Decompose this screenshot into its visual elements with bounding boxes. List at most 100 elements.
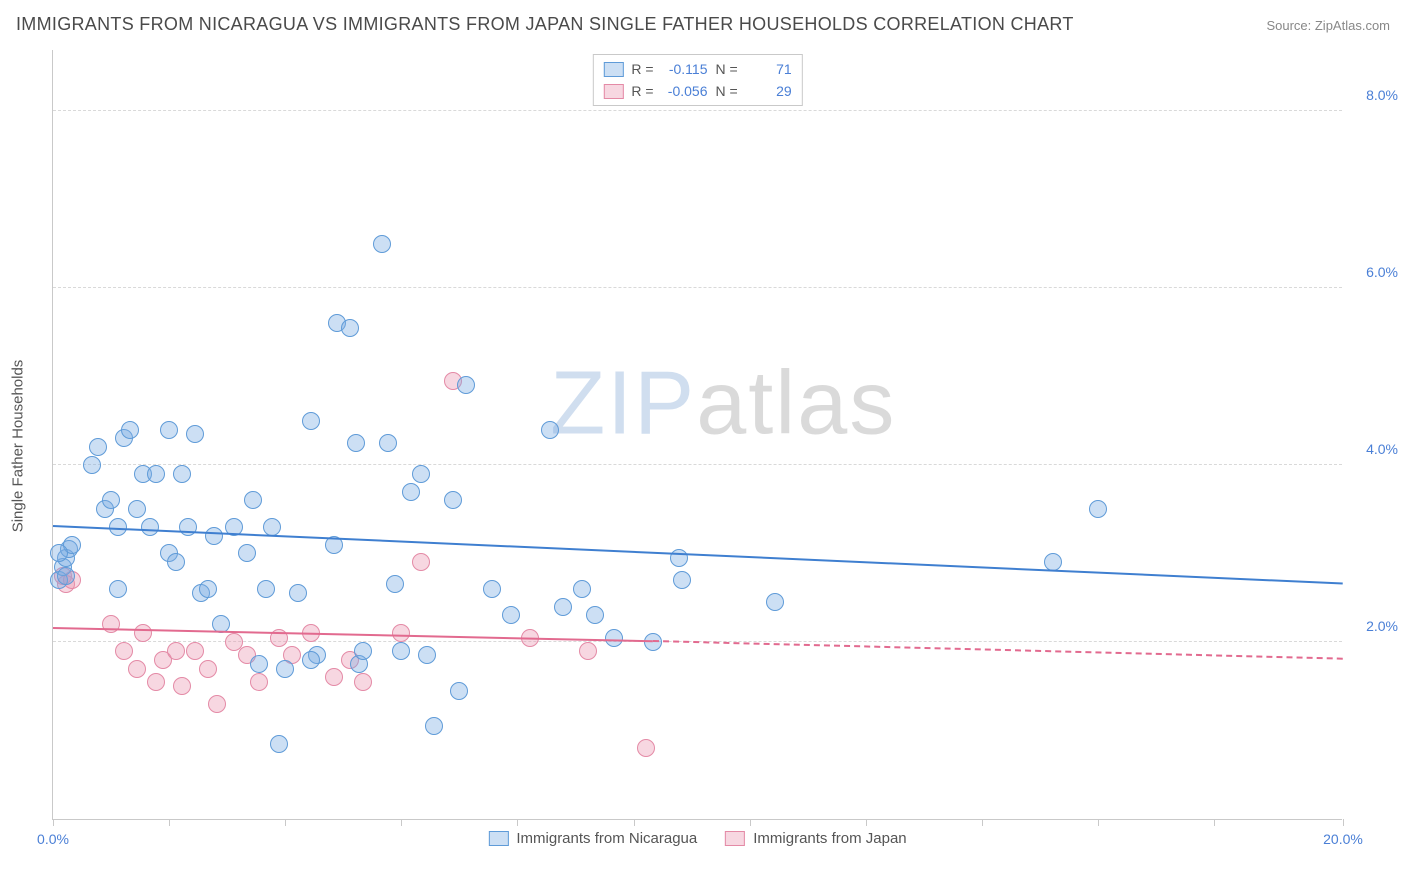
n-label-a: N =	[716, 58, 738, 80]
point-japan	[134, 624, 152, 642]
point-nicaragua	[257, 580, 275, 598]
point-nicaragua	[766, 593, 784, 611]
point-japan	[186, 642, 204, 660]
legend-swatch-b	[603, 84, 623, 99]
point-japan	[354, 673, 372, 691]
point-nicaragua	[573, 580, 591, 598]
x-tick	[285, 819, 286, 826]
r-label-a: R =	[631, 58, 653, 80]
point-japan	[208, 695, 226, 713]
point-japan	[128, 660, 146, 678]
x-tick	[866, 819, 867, 826]
point-nicaragua	[605, 629, 623, 647]
x-tick-label-right: 20.0%	[1323, 831, 1363, 847]
point-nicaragua	[128, 500, 146, 518]
y-tick-label: 2.0%	[1348, 618, 1398, 634]
n-value-a: 71	[746, 58, 792, 80]
point-nicaragua	[89, 438, 107, 456]
point-nicaragua	[141, 518, 159, 536]
point-nicaragua	[250, 655, 268, 673]
x-tick	[1214, 819, 1215, 826]
r-value-a: -0.115	[662, 58, 708, 80]
point-nicaragua	[554, 598, 572, 616]
point-japan	[115, 642, 133, 660]
point-japan	[392, 624, 410, 642]
point-nicaragua	[502, 606, 520, 624]
point-nicaragua	[347, 434, 365, 452]
point-nicaragua	[673, 571, 691, 589]
point-nicaragua	[450, 682, 468, 700]
x-tick-label-left: 0.0%	[37, 831, 69, 847]
point-nicaragua	[302, 412, 320, 430]
x-tick	[401, 819, 402, 826]
point-nicaragua	[270, 735, 288, 753]
point-nicaragua	[302, 651, 320, 669]
legend-item-b: Immigrants from Japan	[725, 830, 906, 847]
watermark: ZIPatlas	[550, 352, 896, 455]
point-nicaragua	[457, 376, 475, 394]
title-bar: IMMIGRANTS FROM NICARAGUA VS IMMIGRANTS …	[16, 14, 1390, 35]
point-japan	[579, 642, 597, 660]
r-value-b: -0.056	[662, 80, 708, 102]
legend-label-a: Immigrants from Nicaragua	[516, 830, 697, 847]
point-nicaragua	[167, 553, 185, 571]
point-nicaragua	[402, 483, 420, 501]
point-nicaragua	[418, 646, 436, 664]
point-nicaragua	[263, 518, 281, 536]
gridline	[53, 287, 1342, 288]
point-nicaragua	[586, 606, 604, 624]
point-nicaragua	[147, 465, 165, 483]
point-nicaragua	[386, 575, 404, 593]
point-nicaragua	[483, 580, 501, 598]
x-tick	[1343, 819, 1344, 826]
point-japan	[637, 739, 655, 757]
point-nicaragua	[341, 319, 359, 337]
correlation-legend: R = -0.115 N = 71 R = -0.056 N = 29	[592, 54, 802, 106]
point-nicaragua	[289, 584, 307, 602]
point-nicaragua	[121, 421, 139, 439]
point-nicaragua	[425, 717, 443, 735]
point-nicaragua	[186, 425, 204, 443]
point-nicaragua	[670, 549, 688, 567]
x-tick	[750, 819, 751, 826]
legend-row-b: R = -0.056 N = 29	[603, 80, 791, 102]
point-japan	[167, 642, 185, 660]
point-nicaragua	[392, 642, 410, 660]
legend-swatch-b2	[725, 831, 745, 846]
point-nicaragua	[160, 421, 178, 439]
point-nicaragua	[244, 491, 262, 509]
point-japan	[325, 668, 343, 686]
chart-title: IMMIGRANTS FROM NICARAGUA VS IMMIGRANTS …	[16, 14, 1074, 35]
y-axis-title: Single Father Households	[10, 360, 27, 533]
legend-row-a: R = -0.115 N = 71	[603, 58, 791, 80]
x-tick	[982, 819, 983, 826]
y-tick-label: 6.0%	[1348, 264, 1398, 280]
legend-label-b: Immigrants from Japan	[753, 830, 906, 847]
point-nicaragua	[199, 580, 217, 598]
point-japan	[250, 673, 268, 691]
point-nicaragua	[1089, 500, 1107, 518]
point-nicaragua	[50, 544, 68, 562]
point-japan	[147, 673, 165, 691]
source-label: Source: ZipAtlas.com	[1266, 18, 1390, 33]
n-value-b: 29	[746, 80, 792, 102]
point-nicaragua	[541, 421, 559, 439]
point-nicaragua	[276, 660, 294, 678]
gridline	[53, 464, 1342, 465]
x-tick	[634, 819, 635, 826]
point-nicaragua	[109, 580, 127, 598]
r-label-b: R =	[631, 80, 653, 102]
legend-swatch-a	[603, 62, 623, 77]
y-tick-label: 8.0%	[1348, 87, 1398, 103]
x-tick	[169, 819, 170, 826]
watermark-part2: atlas	[696, 353, 896, 453]
point-nicaragua	[57, 567, 75, 585]
point-nicaragua	[173, 465, 191, 483]
trend-line-japan-extrapolated	[653, 640, 1343, 660]
x-tick	[53, 819, 54, 826]
legend-item-a: Immigrants from Nicaragua	[488, 830, 697, 847]
y-tick-label: 4.0%	[1348, 441, 1398, 457]
point-nicaragua	[205, 527, 223, 545]
point-nicaragua	[238, 544, 256, 562]
series-legend: Immigrants from Nicaragua Immigrants fro…	[488, 830, 906, 847]
